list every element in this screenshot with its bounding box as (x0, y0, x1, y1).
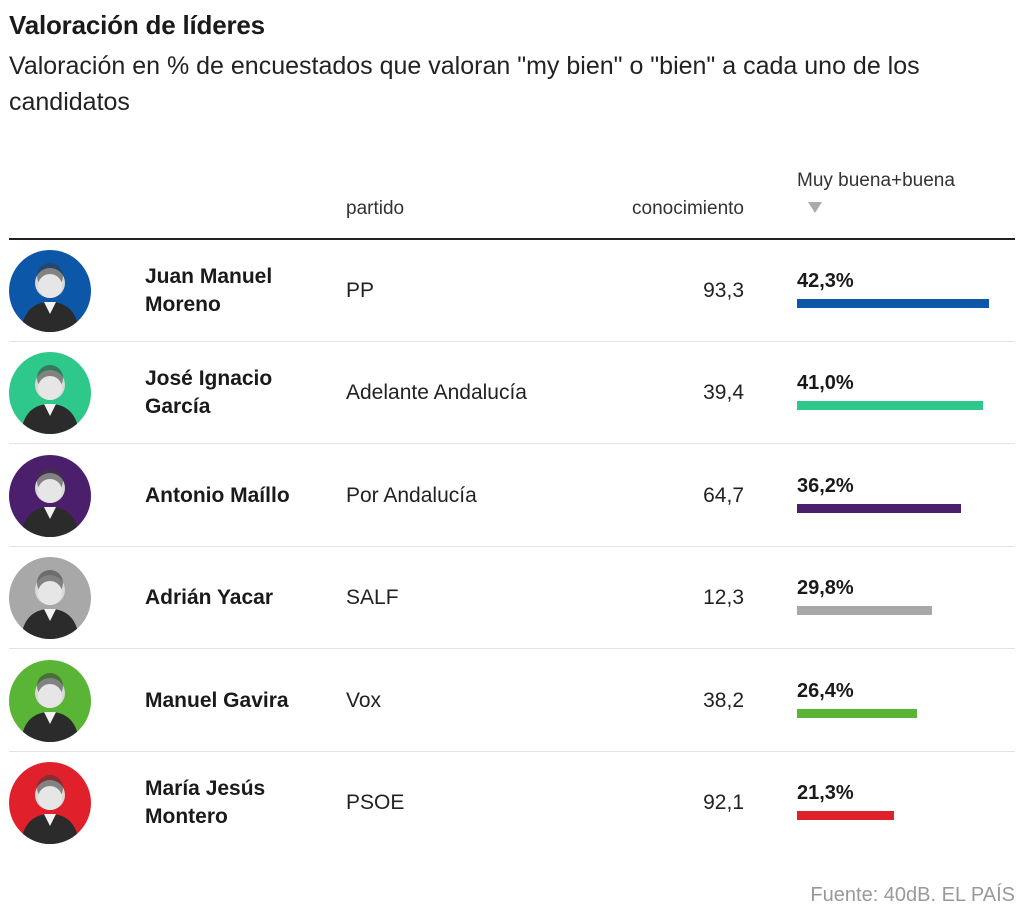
row-divider (9, 545, 1015, 547)
candidate-name: Manuel Gavira (145, 688, 289, 712)
knowledge-value: 64,7 (703, 483, 744, 507)
party-name: PP (346, 279, 375, 302)
header-party: partido (346, 198, 405, 219)
rating-bar (797, 503, 961, 513)
candidate-name: Adrián Yacar (145, 586, 274, 610)
knowledge-value: 92,1 (703, 791, 744, 814)
rating-label: 42,3% (797, 270, 854, 292)
avatar (9, 454, 91, 537)
avatar (9, 659, 91, 742)
party-name: Adelante Andalucía (346, 381, 527, 405)
candidate-name: Juan Manuel Moreno (145, 265, 273, 316)
row-divider (9, 648, 1015, 650)
avatar (9, 352, 91, 435)
rating-label: 29,8% (797, 577, 854, 600)
person-icon (21, 263, 79, 332)
table-row: José Ignacio García Adelante Andalucía 39,… (9, 342, 1015, 445)
rating-label: 41,0% (797, 372, 854, 395)
avatar (9, 762, 91, 844)
rating-label: 26,4% (797, 679, 854, 702)
person-icon (21, 467, 79, 537)
header-rule (9, 238, 1015, 240)
person-icon (21, 365, 79, 435)
party-name: PSOE (346, 791, 405, 814)
table-row: Manuel Gavira Vox 38,2 26,4% (9, 650, 1015, 752)
person-icon (21, 570, 79, 640)
knowledge-value: 12,3 (703, 586, 744, 610)
chart-title: Valoración de líderes (9, 10, 265, 40)
header-rating[interactable]: Muy buena+buena (797, 170, 955, 191)
chart-subtitle: Valoración en % de encuestados que valor… (9, 52, 920, 116)
rating-bar (797, 401, 983, 411)
candidate-name: Antonio Maíllo (145, 483, 290, 507)
knowledge-value: 38,2 (703, 688, 744, 712)
person-icon (21, 672, 79, 742)
rating-bar (797, 708, 917, 718)
party-name: SALF (346, 586, 399, 610)
party-name: Vox (346, 688, 382, 712)
rating-label: 36,2% (797, 474, 854, 497)
rating-bar (797, 299, 989, 308)
source-note: Fuente: 40dB. EL PAÍS (810, 884, 1015, 906)
table-row: María Jesús Montero PSOE 92,1 21,3% (9, 752, 1015, 854)
candidate-name: José Ignacio García (145, 367, 273, 419)
knowledge-value: 93,3 (703, 279, 744, 302)
avatar (9, 557, 91, 640)
table-row: Antonio Maíllo Por Andalucía 64,7 36,2% (9, 445, 1015, 547)
rating-bar (797, 606, 932, 616)
party-name: Por Andalucía (346, 483, 477, 507)
row-divider (9, 750, 1015, 752)
table-row: Adrián Yacar SALF 12,3 29,8% (9, 547, 1015, 650)
sort-down-icon[interactable] (808, 202, 822, 213)
rating-bar (797, 811, 894, 820)
candidate-name: María Jesús Montero (145, 777, 266, 828)
row-divider (9, 443, 1015, 445)
person-icon (21, 775, 79, 844)
row-divider (9, 341, 1015, 342)
avatar (9, 250, 91, 332)
knowledge-value: 39,4 (703, 381, 744, 405)
rating-label: 21,3% (797, 782, 854, 804)
table-row: Juan Manuel Moreno PP 93,3 42,3% (9, 240, 1015, 342)
header-knowledge: conocimiento (632, 198, 744, 219)
